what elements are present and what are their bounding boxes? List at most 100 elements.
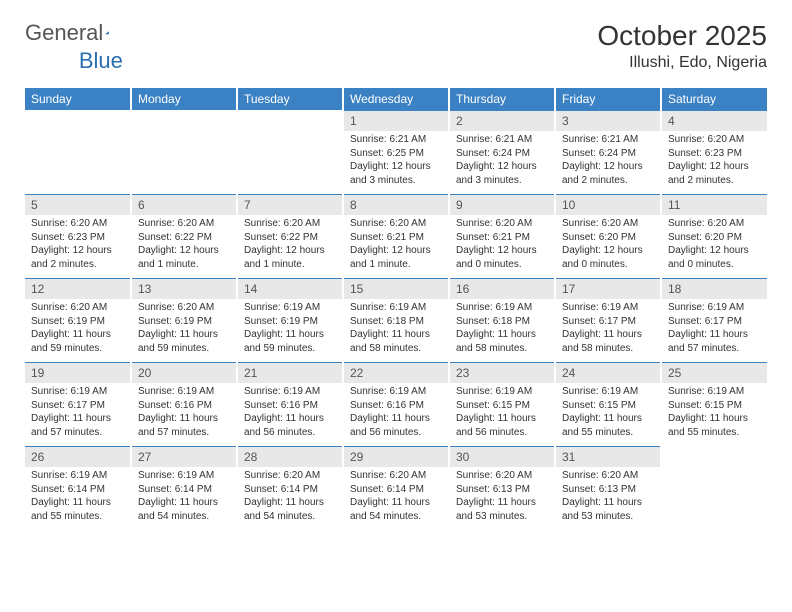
day-number: 12	[25, 278, 130, 299]
calendar-cell: 3Sunrise: 6:21 AMSunset: 6:24 PMDaylight…	[555, 110, 661, 194]
day-detail: Sunrise: 6:19 AMSunset: 6:16 PMDaylight:…	[344, 383, 448, 443]
calendar-cell: 6Sunrise: 6:20 AMSunset: 6:22 PMDaylight…	[131, 194, 237, 278]
day-detail: Sunrise: 6:20 AMSunset: 6:23 PMDaylight:…	[25, 215, 130, 275]
month-title: October 2025	[597, 20, 767, 52]
day-detail: Sunrise: 6:21 AMSunset: 6:25 PMDaylight:…	[344, 131, 448, 191]
day-number: 9	[450, 194, 554, 215]
dayname-header: Wednesday	[343, 88, 449, 110]
day-number: 30	[450, 446, 554, 467]
day-detail: Sunrise: 6:19 AMSunset: 6:14 PMDaylight:…	[25, 467, 130, 527]
calendar-cell: 2Sunrise: 6:21 AMSunset: 6:24 PMDaylight…	[449, 110, 555, 194]
day-number: 17	[556, 278, 660, 299]
day-number: 25	[662, 362, 767, 383]
day-detail: Sunrise: 6:21 AMSunset: 6:24 PMDaylight:…	[556, 131, 660, 191]
day-number: 16	[450, 278, 554, 299]
calendar-cell: 27Sunrise: 6:19 AMSunset: 6:14 PMDayligh…	[131, 446, 237, 530]
calendar-cell: 19Sunrise: 6:19 AMSunset: 6:17 PMDayligh…	[25, 362, 131, 446]
calendar-cell: 10Sunrise: 6:20 AMSunset: 6:20 PMDayligh…	[555, 194, 661, 278]
brand-triangle-icon	[105, 24, 109, 42]
calendar-cell: 13Sunrise: 6:20 AMSunset: 6:19 PMDayligh…	[131, 278, 237, 362]
day-detail: Sunrise: 6:20 AMSunset: 6:22 PMDaylight:…	[238, 215, 342, 275]
calendar-cell: 31Sunrise: 6:20 AMSunset: 6:13 PMDayligh…	[555, 446, 661, 530]
dayname-header: Saturday	[661, 88, 767, 110]
day-detail: Sunrise: 6:20 AMSunset: 6:14 PMDaylight:…	[344, 467, 448, 527]
day-detail: Sunrise: 6:19 AMSunset: 6:18 PMDaylight:…	[344, 299, 448, 359]
day-detail: Sunrise: 6:19 AMSunset: 6:17 PMDaylight:…	[25, 383, 130, 443]
day-detail: Sunrise: 6:20 AMSunset: 6:23 PMDaylight:…	[662, 131, 767, 191]
calendar-cell: 21Sunrise: 6:19 AMSunset: 6:16 PMDayligh…	[237, 362, 343, 446]
dayname-header: Friday	[555, 88, 661, 110]
day-number: 18	[662, 278, 767, 299]
day-number: 13	[132, 278, 236, 299]
calendar-row: 26Sunrise: 6:19 AMSunset: 6:14 PMDayligh…	[25, 446, 767, 530]
day-detail: Sunrise: 6:20 AMSunset: 6:22 PMDaylight:…	[132, 215, 236, 275]
calendar-cell: 4Sunrise: 6:20 AMSunset: 6:23 PMDaylight…	[661, 110, 767, 194]
calendar-cell: 11Sunrise: 6:20 AMSunset: 6:20 PMDayligh…	[661, 194, 767, 278]
day-number: 28	[238, 446, 342, 467]
day-detail: Sunrise: 6:19 AMSunset: 6:15 PMDaylight:…	[556, 383, 660, 443]
day-number: 4	[662, 110, 767, 131]
calendar-cell: 15Sunrise: 6:19 AMSunset: 6:18 PMDayligh…	[343, 278, 449, 362]
day-number: 3	[556, 110, 660, 131]
calendar-cell: 1Sunrise: 6:21 AMSunset: 6:25 PMDaylight…	[343, 110, 449, 194]
day-number: 26	[25, 446, 130, 467]
calendar-cell: 9Sunrise: 6:20 AMSunset: 6:21 PMDaylight…	[449, 194, 555, 278]
calendar-cell: 25Sunrise: 6:19 AMSunset: 6:15 PMDayligh…	[661, 362, 767, 446]
day-detail: Sunrise: 6:19 AMSunset: 6:17 PMDaylight:…	[662, 299, 767, 359]
calendar-cell: 22Sunrise: 6:19 AMSunset: 6:16 PMDayligh…	[343, 362, 449, 446]
calendar-cell: 17Sunrise: 6:19 AMSunset: 6:17 PMDayligh…	[555, 278, 661, 362]
calendar-cell-empty	[131, 110, 237, 194]
day-number: 11	[662, 194, 767, 215]
day-number: 27	[132, 446, 236, 467]
day-detail: Sunrise: 6:20 AMSunset: 6:21 PMDaylight:…	[344, 215, 448, 275]
day-detail: Sunrise: 6:19 AMSunset: 6:19 PMDaylight:…	[238, 299, 342, 359]
calendar-row: 19Sunrise: 6:19 AMSunset: 6:17 PMDayligh…	[25, 362, 767, 446]
dayname-header: Tuesday	[237, 88, 343, 110]
day-detail: Sunrise: 6:19 AMSunset: 6:15 PMDaylight:…	[450, 383, 554, 443]
calendar-cell: 20Sunrise: 6:19 AMSunset: 6:16 PMDayligh…	[131, 362, 237, 446]
calendar-row: 1Sunrise: 6:21 AMSunset: 6:25 PMDaylight…	[25, 110, 767, 194]
calendar-row: 12Sunrise: 6:20 AMSunset: 6:19 PMDayligh…	[25, 278, 767, 362]
day-number: 15	[344, 278, 448, 299]
day-detail: Sunrise: 6:20 AMSunset: 6:20 PMDaylight:…	[556, 215, 660, 275]
day-detail: Sunrise: 6:21 AMSunset: 6:24 PMDaylight:…	[450, 131, 554, 191]
calendar-row: 5Sunrise: 6:20 AMSunset: 6:23 PMDaylight…	[25, 194, 767, 278]
brand-part1: General	[25, 20, 103, 46]
day-number: 19	[25, 362, 130, 383]
calendar-cell-empty	[661, 446, 767, 530]
dayname-header: Monday	[131, 88, 237, 110]
day-detail: Sunrise: 6:19 AMSunset: 6:16 PMDaylight:…	[132, 383, 236, 443]
calendar-cell: 5Sunrise: 6:20 AMSunset: 6:23 PMDaylight…	[25, 194, 131, 278]
calendar-cell: 16Sunrise: 6:19 AMSunset: 6:18 PMDayligh…	[449, 278, 555, 362]
day-number: 5	[25, 194, 130, 215]
calendar-cell-empty	[25, 110, 131, 194]
day-number: 14	[238, 278, 342, 299]
day-number: 6	[132, 194, 236, 215]
calendar-cell: 12Sunrise: 6:20 AMSunset: 6:19 PMDayligh…	[25, 278, 131, 362]
day-number: 20	[132, 362, 236, 383]
day-detail: Sunrise: 6:19 AMSunset: 6:16 PMDaylight:…	[238, 383, 342, 443]
calendar-cell: 28Sunrise: 6:20 AMSunset: 6:14 PMDayligh…	[237, 446, 343, 530]
day-number: 22	[344, 362, 448, 383]
calendar-table: SundayMondayTuesdayWednesdayThursdayFrid…	[25, 88, 767, 530]
calendar-cell: 24Sunrise: 6:19 AMSunset: 6:15 PMDayligh…	[555, 362, 661, 446]
location: Illushi, Edo, Nigeria	[597, 54, 767, 72]
calendar-cell: 18Sunrise: 6:19 AMSunset: 6:17 PMDayligh…	[661, 278, 767, 362]
dayname-header: Thursday	[449, 88, 555, 110]
day-detail: Sunrise: 6:20 AMSunset: 6:14 PMDaylight:…	[238, 467, 342, 527]
day-detail: Sunrise: 6:20 AMSunset: 6:19 PMDaylight:…	[132, 299, 236, 359]
day-detail: Sunrise: 6:19 AMSunset: 6:14 PMDaylight:…	[132, 467, 236, 527]
calendar-cell: 26Sunrise: 6:19 AMSunset: 6:14 PMDayligh…	[25, 446, 131, 530]
calendar-cell: 30Sunrise: 6:20 AMSunset: 6:13 PMDayligh…	[449, 446, 555, 530]
day-number: 31	[556, 446, 660, 467]
day-detail: Sunrise: 6:20 AMSunset: 6:21 PMDaylight:…	[450, 215, 554, 275]
day-number: 24	[556, 362, 660, 383]
brand-part2: Blue	[79, 48, 123, 74]
calendar-head: SundayMondayTuesdayWednesdayThursdayFrid…	[25, 88, 767, 110]
day-number: 21	[238, 362, 342, 383]
brand-logo: General	[25, 20, 127, 46]
day-detail: Sunrise: 6:20 AMSunset: 6:13 PMDaylight:…	[556, 467, 660, 527]
title-block: October 2025 Illushi, Edo, Nigeria	[597, 20, 767, 72]
calendar-page: General October 2025 Illushi, Edo, Niger…	[0, 0, 792, 550]
calendar-cell: 23Sunrise: 6:19 AMSunset: 6:15 PMDayligh…	[449, 362, 555, 446]
